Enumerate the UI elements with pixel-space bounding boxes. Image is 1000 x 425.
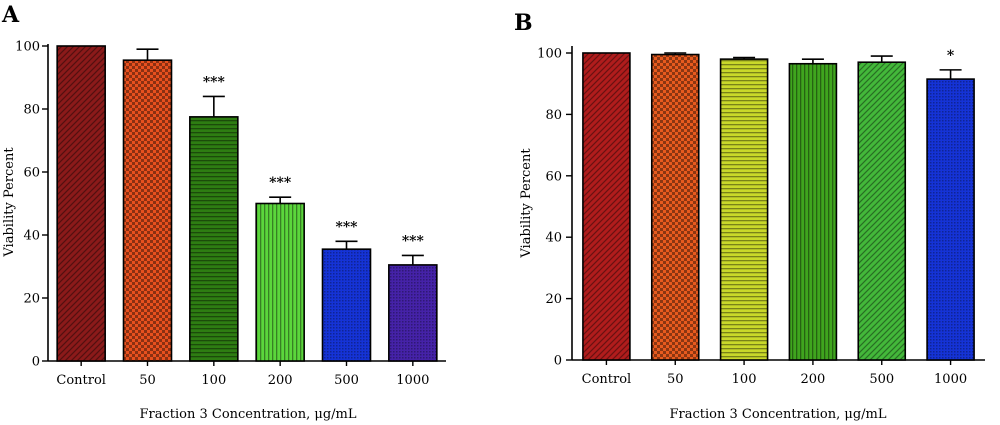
panel-a-x-tick-label: Control [56,373,106,388]
panel-b-x-axis-title: Fraction 3 Concentration, μg/mL [669,407,886,422]
panel-a-y-tick-label: 0 [32,355,40,370]
panel-a-label: A [1,2,20,28]
panel-a-y-axis-title: Viability Percent [2,147,17,258]
panel-b-x-tick-label: 50 [667,372,684,387]
panel-b-bar [582,52,631,361]
panel-a-y-tick-label: 60 [23,166,40,181]
panel-b-x-tick-label: Control [582,372,632,387]
panel-b-bar [719,58,769,361]
panel-b-significance-label: * [947,48,955,64]
panel-a-bars: Control 50 *** 100 *** 200 *** 500 *** 1000 [56,45,438,388]
panel-a-x-tick-label: 1000 [396,373,429,388]
panel-b-x-tick-label: 200 [801,372,826,387]
panel-a-y-tick-label: 40 [23,229,40,244]
panel-b-bar [857,61,907,361]
panel-b-y-axis-title: Viability Percent [519,148,534,259]
panel-b-y-tick-label: 100 [537,47,562,62]
panel-b-x-tick-label: 500 [869,372,894,387]
panel-a: A Viability Percent Fraction 3 Concentra… [1,2,446,422]
panel-b-y-tick-label: 60 [545,169,562,184]
panel-b-bar [650,53,700,361]
panel-a-x-tick-label: 50 [139,373,156,388]
panel-b: B Viability Percent Fraction 3 Concentra… [514,10,985,422]
panel-b-bars: Control 50 100 200 500 * 1000 [582,48,975,387]
panel-a-bar [388,264,438,362]
panel-a-significance-label: *** [336,219,359,235]
panel-a-bar [56,45,106,362]
panel-b-x-tick-label: 100 [732,372,757,387]
panel-a-y-ticks: 0 20 40 60 80 100 [15,40,48,370]
panel-b-y-tick-label: 20 [545,292,562,307]
panel-a-y-tick-label: 100 [15,40,40,55]
panel-a-bar [122,59,173,362]
panel-a-bar [321,248,372,362]
panel-b-y-tick-label: 0 [554,354,562,369]
panel-b-bar [788,62,838,361]
panel-b-y-tick-label: 40 [545,231,562,246]
panel-a-y-tick-label: 80 [23,103,40,118]
panel-a-bar [189,116,239,362]
panel-a-bar [255,202,305,362]
panel-a-x-axis-title: Fraction 3 Concentration, μg/mL [139,407,356,422]
panel-a-y-tick-label: 20 [23,292,40,307]
panel-a-significance-label: *** [269,175,292,191]
panel-b-y-tick-label: 80 [545,108,562,123]
panel-b-x-tick-label: 1000 [934,372,967,387]
panel-a-significance-label: *** [203,74,226,90]
panel-a-x-tick-label: 500 [334,373,359,388]
panel-b-label: B [514,10,533,36]
panel-b-bar [926,78,975,361]
panel-a-x-tick-label: 100 [201,373,226,388]
panel-b-y-ticks: 0 20 40 60 80 100 [537,47,572,369]
panel-a-x-tick-label: 200 [268,373,293,388]
panel-a-significance-label: *** [402,233,425,249]
